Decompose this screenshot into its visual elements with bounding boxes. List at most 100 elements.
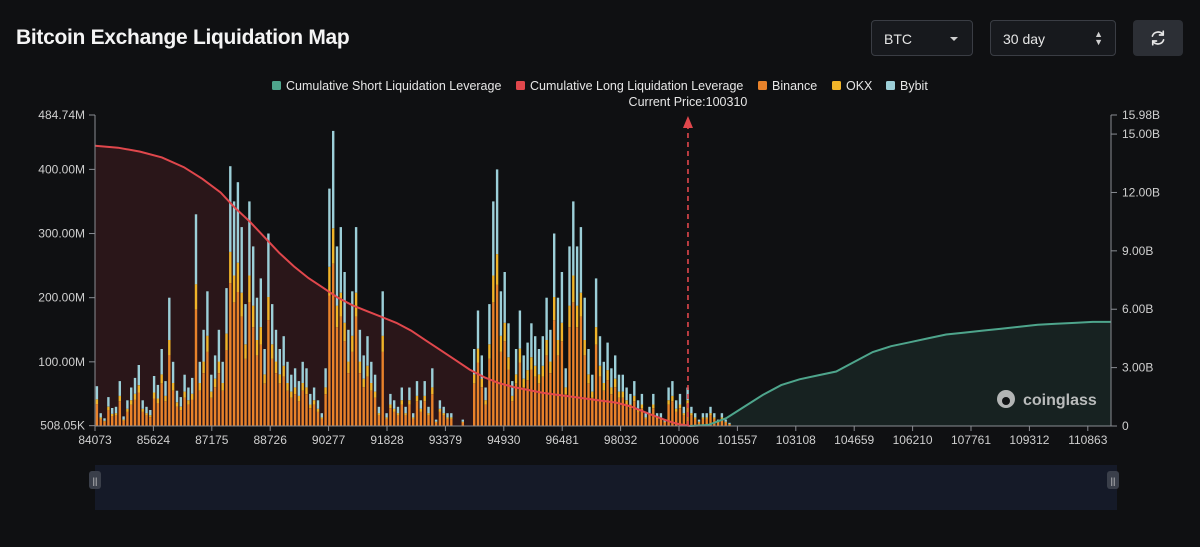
bar[interactable] — [690, 406, 693, 426]
legend-item[interactable]: Binance — [758, 79, 817, 93]
bar[interactable] — [324, 368, 327, 426]
bar[interactable] — [400, 387, 403, 427]
bar[interactable] — [594, 278, 598, 426]
coin-select[interactable]: BTC — [871, 20, 973, 56]
bar[interactable] — [282, 336, 285, 426]
bar[interactable] — [175, 390, 179, 426]
bar[interactable] — [286, 361, 289, 426]
bar[interactable] — [351, 291, 354, 426]
bar[interactable] — [556, 297, 560, 426]
bar[interactable] — [648, 406, 651, 426]
bar[interactable] — [396, 406, 400, 426]
bar[interactable] — [229, 166, 232, 426]
legend-item[interactable]: Cumulative Long Liquidation Leverage — [516, 79, 743, 93]
bar[interactable] — [537, 349, 541, 426]
bar[interactable] — [191, 377, 194, 426]
bar[interactable] — [575, 246, 579, 426]
bar[interactable] — [347, 329, 350, 426]
bar[interactable] — [602, 361, 605, 426]
bar[interactable] — [560, 272, 564, 426]
legend-item[interactable]: OKX — [832, 79, 873, 93]
bar[interactable] — [427, 406, 430, 426]
bar[interactable] — [293, 368, 297, 426]
range-slider[interactable]: || || — [89, 465, 1119, 510]
bar[interactable] — [248, 201, 251, 426]
bar[interactable] — [518, 310, 522, 427]
bar[interactable] — [697, 419, 701, 426]
bar[interactable] — [484, 387, 487, 427]
bar[interactable] — [629, 393, 632, 426]
bar[interactable] — [164, 381, 167, 426]
bar[interactable] — [354, 227, 358, 426]
bar[interactable] — [423, 381, 426, 426]
bar[interactable] — [225, 288, 228, 426]
bar[interactable] — [149, 410, 152, 426]
bar[interactable] — [625, 387, 628, 427]
bar[interactable] — [385, 413, 388, 426]
slider-left-handle[interactable] — [89, 471, 101, 489]
bar[interactable] — [553, 233, 556, 427]
bar[interactable] — [667, 387, 670, 427]
bar[interactable] — [259, 278, 262, 426]
bar[interactable] — [107, 397, 110, 426]
bar[interactable] — [210, 374, 213, 426]
refresh-button[interactable] — [1133, 20, 1183, 56]
bar[interactable] — [598, 336, 602, 426]
bar[interactable] — [312, 387, 316, 427]
bar[interactable] — [404, 406, 407, 426]
bar[interactable] — [362, 355, 365, 426]
bar[interactable] — [503, 272, 506, 426]
bar[interactable] — [103, 418, 106, 426]
bar[interactable] — [492, 201, 495, 426]
bar[interactable] — [541, 336, 544, 426]
bar[interactable] — [488, 304, 491, 426]
bar[interactable] — [389, 393, 392, 426]
bar[interactable] — [640, 393, 644, 426]
bar[interactable] — [335, 246, 339, 426]
bar[interactable] — [141, 400, 144, 426]
bar[interactable] — [316, 400, 320, 426]
legend-item[interactable]: Bybit — [886, 79, 928, 93]
bar[interactable] — [606, 342, 609, 426]
bar[interactable] — [682, 406, 685, 426]
bar[interactable] — [621, 374, 624, 426]
bar[interactable] — [675, 400, 678, 426]
bar[interactable] — [583, 297, 586, 426]
bar[interactable] — [507, 323, 510, 426]
bar[interactable] — [728, 422, 731, 426]
bar[interactable] — [221, 361, 224, 426]
bar[interactable] — [194, 214, 198, 426]
bar[interactable] — [202, 329, 205, 426]
bar[interactable] — [183, 374, 186, 426]
bar[interactable] — [633, 381, 636, 426]
bar[interactable] — [160, 349, 163, 426]
bar[interactable] — [236, 182, 240, 426]
bar[interactable] — [122, 416, 125, 426]
bar[interactable] — [171, 361, 175, 426]
bar[interactable] — [419, 400, 422, 426]
bar[interactable] — [713, 413, 716, 426]
bar[interactable] — [572, 201, 575, 426]
bar[interactable] — [156, 384, 160, 426]
bar[interactable] — [217, 329, 221, 426]
bar[interactable] — [568, 246, 571, 426]
bar[interactable] — [499, 291, 503, 426]
bar[interactable] — [450, 413, 453, 426]
bar[interactable] — [446, 413, 449, 426]
period-select[interactable]: 30 day ▲ ▼ — [990, 20, 1116, 56]
bar[interactable] — [305, 368, 308, 426]
bar[interactable] — [114, 406, 118, 426]
bar[interactable] — [213, 355, 217, 426]
bar[interactable] — [145, 406, 148, 426]
bar[interactable] — [373, 374, 377, 426]
bar[interactable] — [118, 381, 121, 426]
bar[interactable] — [511, 381, 514, 426]
bar[interactable] — [263, 349, 266, 426]
bar[interactable] — [415, 381, 419, 426]
bar[interactable] — [530, 323, 533, 426]
bar[interactable] — [587, 349, 590, 426]
bar[interactable] — [332, 130, 335, 426]
bar[interactable] — [168, 297, 171, 426]
bar[interactable] — [99, 413, 102, 426]
bar[interactable] — [408, 387, 411, 427]
